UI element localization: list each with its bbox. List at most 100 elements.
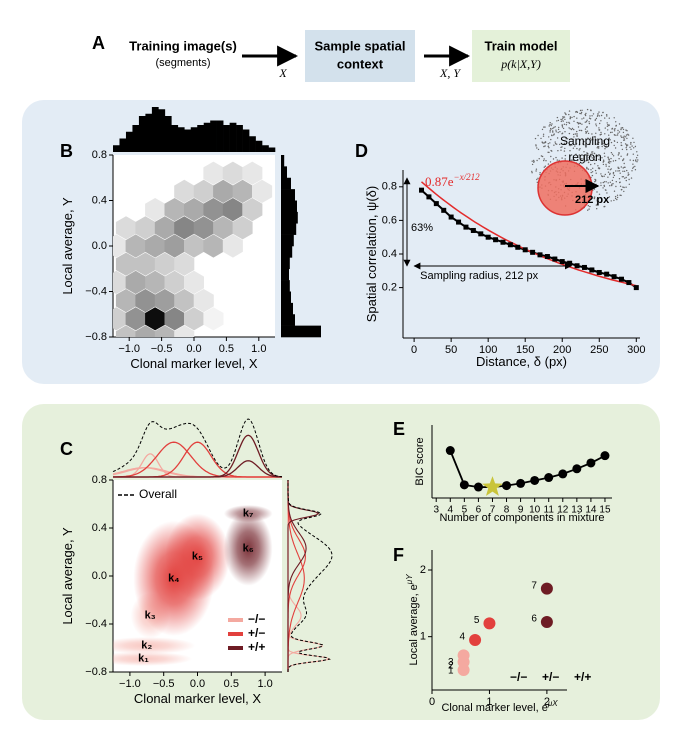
- cell-dot: [618, 123, 621, 125]
- cell-dot: [630, 177, 633, 179]
- histogram-bar: [210, 120, 217, 152]
- component: [113, 636, 196, 655]
- cell-dot: [613, 190, 616, 192]
- cell-dot: [549, 131, 551, 133]
- cell-dot: [594, 159, 596, 162]
- data-point: [540, 582, 553, 595]
- cell-dot: [610, 168, 612, 170]
- cell-dot: [632, 166, 635, 168]
- hexbin: [113, 161, 273, 337]
- cell-dot: [598, 115, 601, 117]
- hex-cell: [222, 234, 243, 258]
- cell-dot: [595, 125, 598, 127]
- y-tick-label: 0.6: [382, 214, 397, 226]
- x-tick-label: 0.5: [224, 678, 239, 690]
- cell-dot: [544, 145, 546, 147]
- cell-dot: [562, 127, 565, 130]
- cell-dot: [569, 150, 571, 152]
- text-part: 0.87e: [425, 174, 454, 189]
- cell-dot: [607, 158, 610, 160]
- cell-dot: [631, 170, 633, 172]
- cell-dot: [550, 124, 552, 127]
- cell-dot: [550, 149, 552, 152]
- cell-dot: [600, 131, 602, 134]
- cell-dot: [558, 126, 560, 129]
- cell-dot: [622, 159, 624, 161]
- x-tick-label: 1.0: [251, 343, 266, 355]
- component-label: k₇: [243, 508, 254, 520]
- cell-dot: [603, 185, 606, 187]
- cell-dot: [535, 170, 537, 172]
- y-tick-label: −0.4: [85, 618, 107, 630]
- x-tick-label: 8: [504, 505, 510, 516]
- panel-label: A: [92, 33, 105, 53]
- data-point: [469, 634, 482, 646]
- hex-cell: [125, 270, 146, 294]
- hex-cell: [184, 234, 204, 258]
- cell-dot: [577, 123, 580, 125]
- cell-dot: [608, 196, 611, 198]
- hex-cell: [125, 234, 146, 258]
- cell-dot: [570, 138, 572, 140]
- cell-dot: [595, 123, 597, 125]
- cell-dot: [550, 138, 552, 141]
- cell-dot: [636, 161, 638, 163]
- hex-cell: [115, 216, 136, 240]
- data-point: [441, 207, 447, 213]
- cell-dot: [570, 128, 573, 131]
- component-label: k₂: [141, 640, 152, 652]
- cell-dot: [577, 159, 579, 162]
- cell-dot: [610, 152, 613, 154]
- cell-dot: [633, 147, 635, 149]
- data-point: [600, 451, 610, 461]
- cell-dot: [619, 181, 621, 183]
- cell-dot: [576, 147, 578, 150]
- cell-dot: [547, 145, 550, 147]
- cell-dot: [611, 127, 614, 130]
- point-label: 2: [448, 661, 454, 672]
- cell-dot: [585, 130, 587, 133]
- hex-cell: [203, 234, 224, 258]
- cell-dot: [618, 158, 620, 160]
- cell-dot: [573, 136, 575, 138]
- cell-dot: [563, 123, 566, 126]
- x-tick-label: −0.5: [151, 343, 173, 355]
- cell-dot: [565, 138, 567, 140]
- cell-dot: [589, 153, 592, 156]
- cell-dot: [549, 122, 551, 124]
- node-label: context: [337, 56, 384, 71]
- cell-dot: [572, 133, 575, 136]
- cell-dot: [612, 176, 615, 179]
- cell-dot: [583, 144, 585, 146]
- cell-dot: [625, 179, 627, 182]
- cell-dot: [597, 147, 600, 149]
- cell-dot: [594, 169, 597, 172]
- cell-dot: [600, 114, 603, 117]
- data-point: [626, 280, 632, 286]
- cell-dot: [600, 173, 602, 175]
- cell-dot: [618, 153, 620, 155]
- histogram-bar: [281, 314, 295, 326]
- legend-label: Overall: [139, 487, 177, 501]
- cell-dot: [604, 173, 606, 176]
- histogram-bar: [281, 200, 297, 213]
- data-point: [544, 473, 554, 483]
- histogram-bar: [281, 280, 290, 292]
- cell-dot: [576, 130, 578, 133]
- hex-cell: [184, 270, 204, 294]
- component: [113, 651, 193, 666]
- cell-dot: [561, 133, 563, 135]
- cell-dot: [614, 159, 617, 162]
- y-axis-label: Local average, Y: [60, 197, 75, 295]
- cell-dot: [554, 141, 556, 143]
- cell-dot: [587, 209, 589, 211]
- cell-dot: [616, 141, 619, 144]
- hex-cell: [135, 325, 156, 337]
- cell-dot: [605, 181, 607, 183]
- hex-cell: [145, 270, 166, 294]
- cell-dot: [590, 171, 592, 174]
- cell-dot: [585, 160, 587, 162]
- cell-dot: [531, 160, 533, 162]
- data-point: [459, 480, 469, 490]
- cell-dot: [595, 179, 597, 181]
